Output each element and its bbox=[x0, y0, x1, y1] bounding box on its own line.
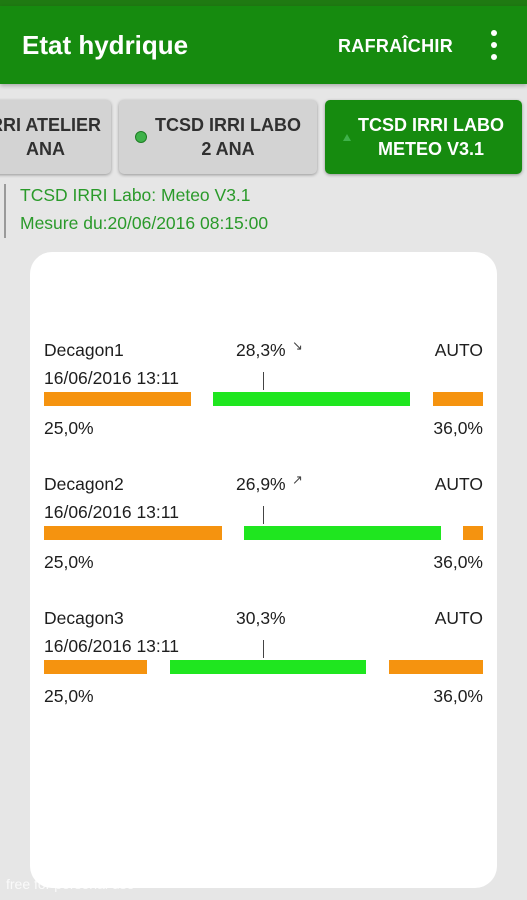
high-zone-bar bbox=[463, 526, 483, 540]
sensor-row[interactable]: Decagon3 30,3% AUTO 16/06/2016 13:11 25,… bbox=[30, 608, 497, 728]
low-zone-bar bbox=[44, 526, 222, 540]
overflow-menu-icon[interactable] bbox=[482, 28, 506, 62]
sensor-row[interactable]: Decagon2 26,9% ↗ AUTO 16/06/2016 13:11 2… bbox=[30, 472, 497, 594]
tab-label: RRI ATELIER ANA bbox=[0, 115, 101, 159]
high-zone-bar bbox=[389, 660, 483, 674]
ok-zone-bar bbox=[213, 392, 410, 406]
tab-irri-labo-meteo[interactable]: TCSD IRRI LABO METEO V3.1 bbox=[325, 100, 522, 174]
trend-down-icon: ↘ bbox=[292, 338, 303, 353]
divider bbox=[4, 184, 6, 238]
trend-up-icon: ↗ bbox=[292, 472, 303, 487]
ok-zone-bar bbox=[244, 526, 441, 540]
value-marker bbox=[263, 640, 264, 658]
ok-zone-bar bbox=[170, 660, 366, 674]
range-max: 36,0% bbox=[433, 552, 483, 572]
sensor-name: Decagon3 bbox=[44, 608, 124, 628]
value-marker bbox=[263, 372, 264, 390]
sensor-name: Decagon1 bbox=[44, 340, 124, 360]
range-min: 25,0% bbox=[44, 418, 94, 438]
sensor-value: 26,9% bbox=[236, 474, 286, 494]
refresh-button[interactable]: RAFRAÎCHIR bbox=[338, 36, 453, 56]
range-max: 36,0% bbox=[433, 418, 483, 438]
low-zone-bar bbox=[44, 660, 147, 674]
status-triangle-icon bbox=[343, 133, 351, 141]
tab-irri-labo-2-ana[interactable]: TCSD IRRI LABO 2 ANA bbox=[119, 100, 317, 174]
sensor-date: 16/06/2016 13:11 bbox=[44, 368, 179, 388]
sensor-value: 30,3% bbox=[236, 608, 286, 628]
range-max: 36,0% bbox=[433, 686, 483, 706]
status-dot-icon bbox=[135, 131, 147, 143]
sensor-date: 16/06/2016 13:11 bbox=[44, 502, 179, 522]
app-bar: Etat hydrique RAFRAÎCHIR bbox=[0, 6, 527, 84]
sensor-row[interactable]: Decagon1 28,3% ↘ AUTO 16/06/2016 13:11 2… bbox=[30, 338, 497, 460]
sensor-date: 16/06/2016 13:11 bbox=[44, 636, 179, 656]
page-title: Etat hydrique bbox=[22, 30, 189, 60]
status-bar bbox=[0, 0, 527, 6]
range-min: 25,0% bbox=[44, 552, 94, 572]
tab-atelier-ana[interactable]: RRI ATELIER ANA bbox=[0, 100, 111, 174]
low-zone-bar bbox=[44, 392, 191, 406]
range-min: 25,0% bbox=[44, 686, 94, 706]
sensor-name: Decagon2 bbox=[44, 474, 124, 494]
value-marker bbox=[263, 506, 264, 524]
high-zone-bar bbox=[433, 392, 483, 406]
sensor-mode: AUTO bbox=[434, 608, 483, 628]
tab-label: TCSD IRRI LABO METEO V3.1 bbox=[358, 115, 504, 159]
station-name: TCSD IRRI Labo: Meteo V3.1 bbox=[20, 185, 251, 205]
sensor-value: 28,3% bbox=[236, 340, 286, 360]
sensor-mode: AUTO bbox=[434, 474, 483, 494]
sensor-mode: AUTO bbox=[434, 340, 483, 360]
watermark-text: free for personal use bbox=[6, 876, 135, 892]
sensor-card: Decagon1 28,3% ↘ AUTO 16/06/2016 13:11 2… bbox=[30, 252, 497, 888]
tab-label: TCSD IRRI LABO 2 ANA bbox=[155, 115, 301, 159]
measure-date: Mesure du:20/06/2016 08:15:00 bbox=[20, 213, 269, 233]
